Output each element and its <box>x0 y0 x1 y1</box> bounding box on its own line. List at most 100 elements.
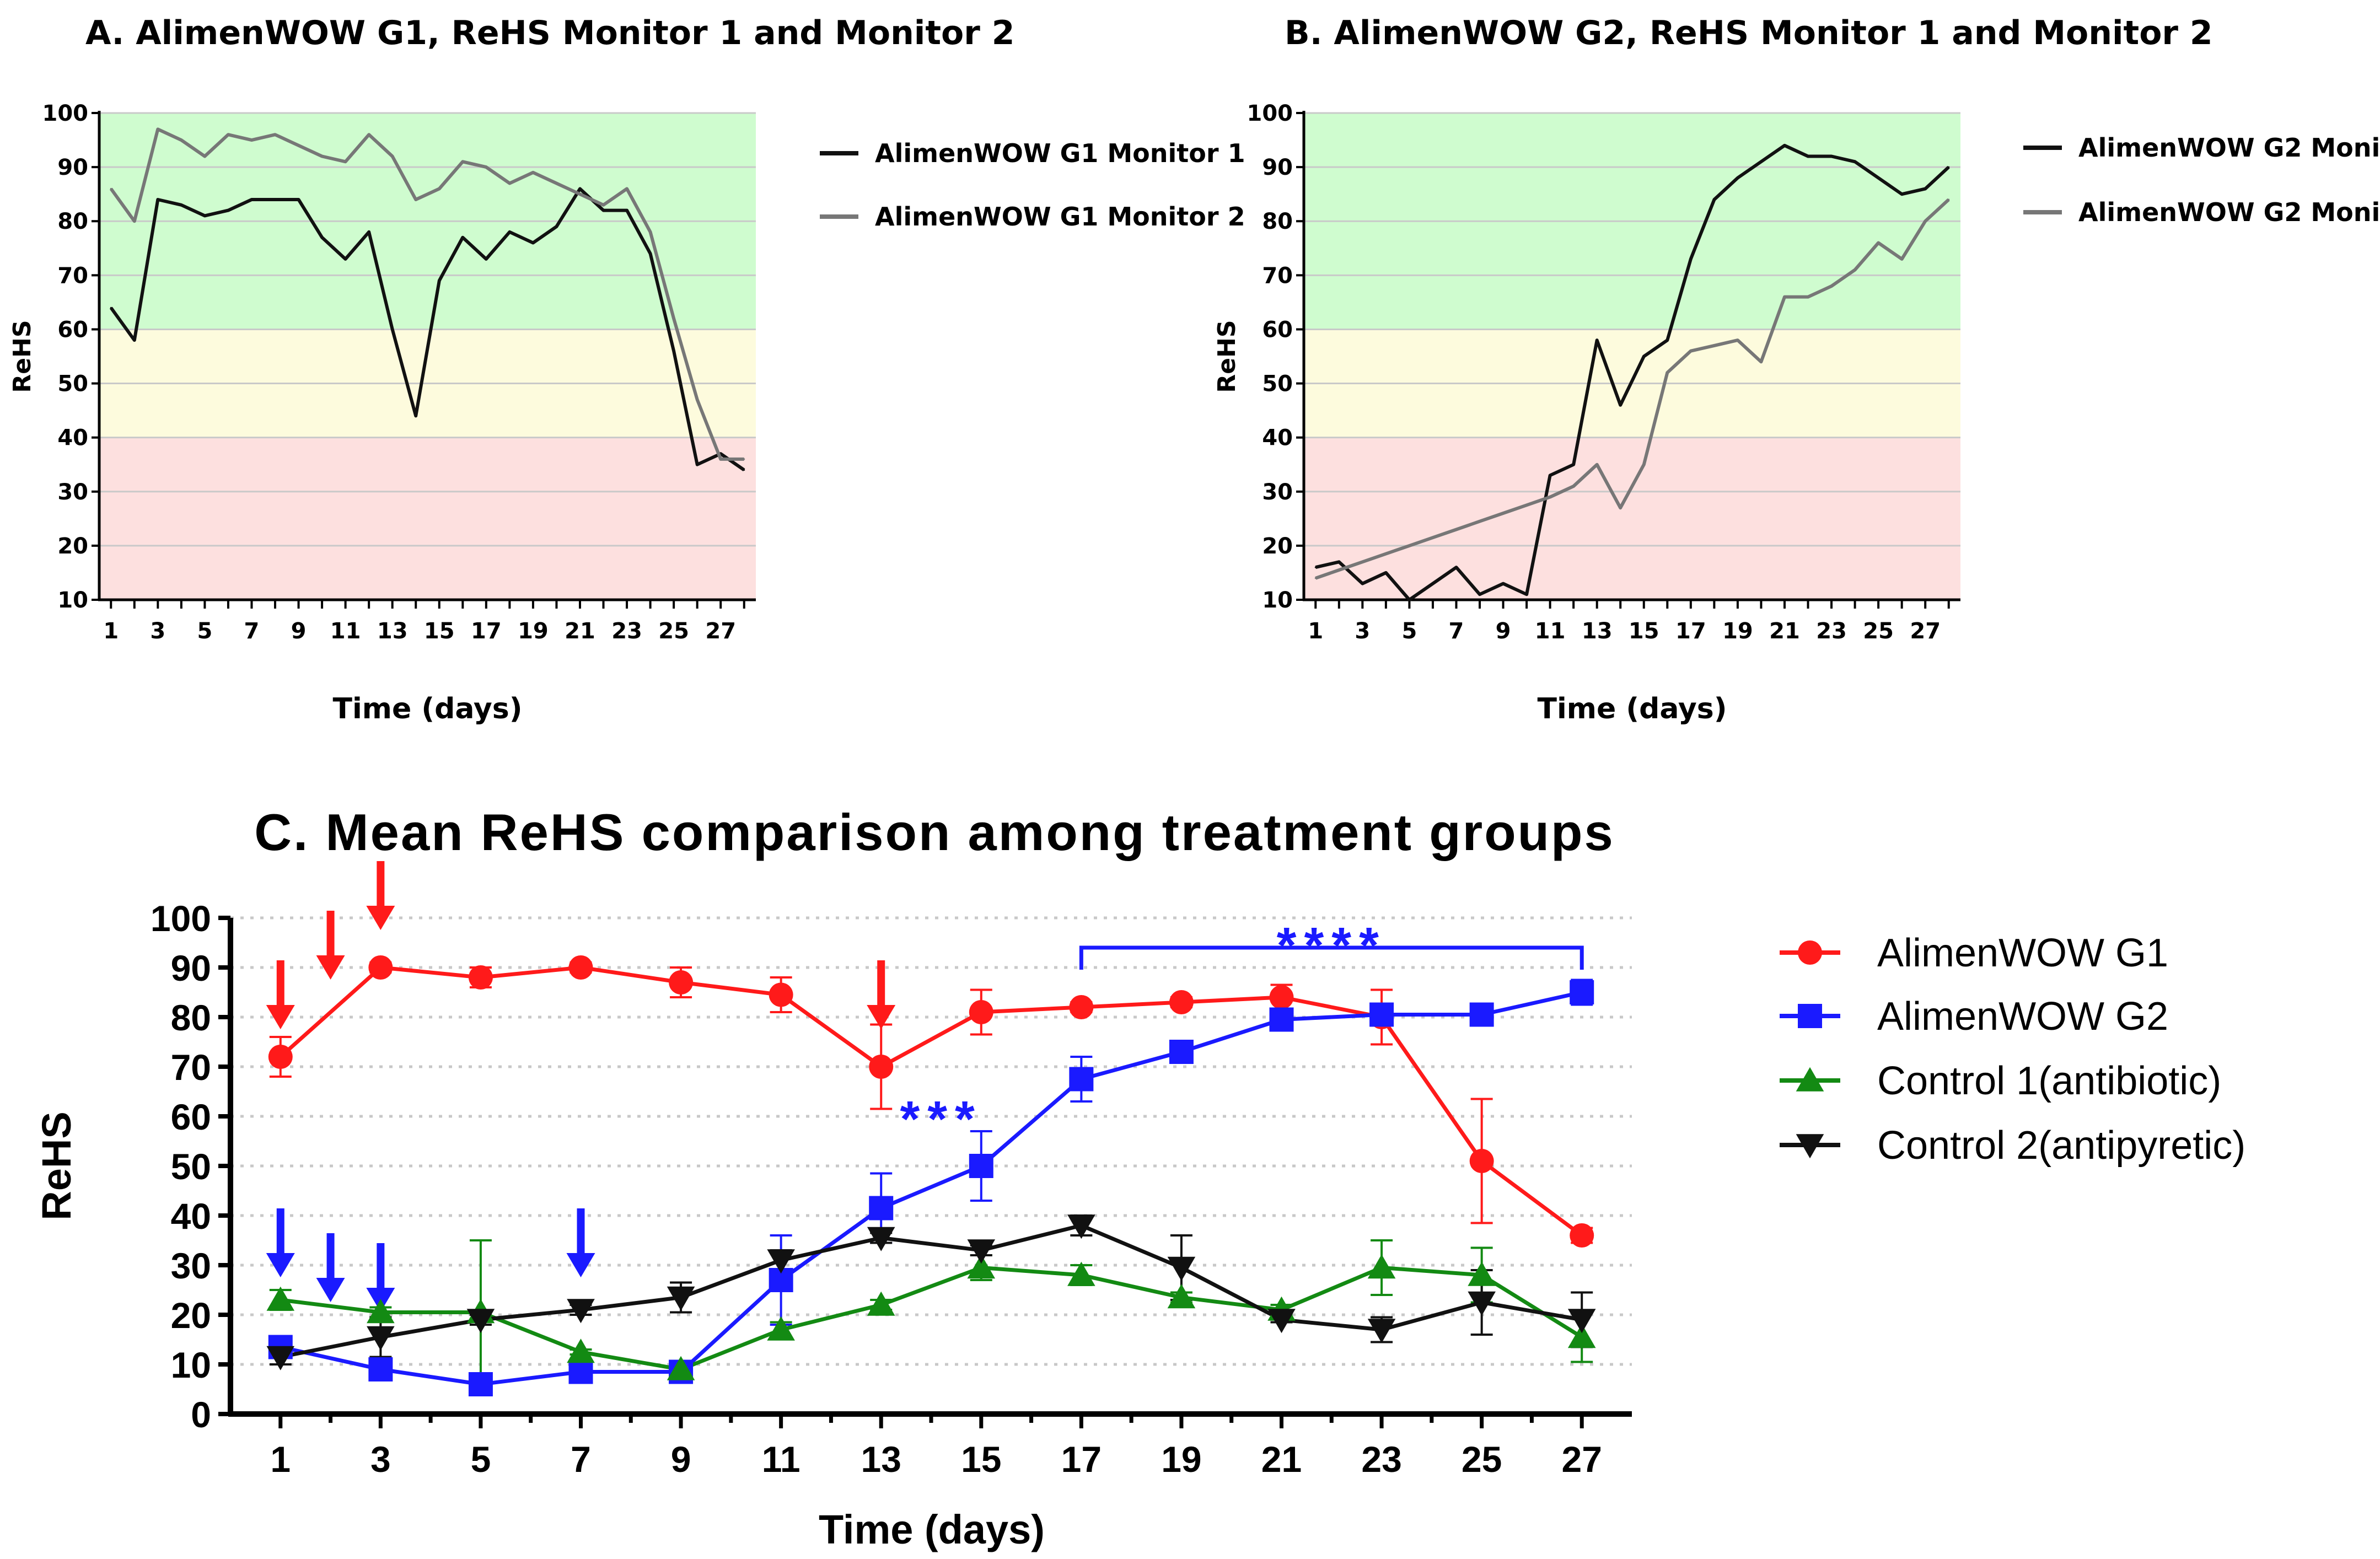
x-axis-title: Time (days) <box>1538 692 1727 725</box>
data-point-s1-day-3 <box>368 955 393 980</box>
data-point-s2-day-14 <box>1619 507 1621 509</box>
data-point-s2-day-25 <box>1877 241 1879 244</box>
data-point-s4-day-19 <box>1167 1256 1196 1281</box>
y-tick-label-60: 60 <box>1262 317 1293 342</box>
data-point-s4-day-23 <box>1367 1319 1396 1343</box>
data-point-s1-day-14 <box>1619 404 1621 406</box>
x-tick-label-21: 21 <box>565 619 595 644</box>
data-point-s1-day-10 <box>1525 593 1528 595</box>
data-point-s1-day-21 <box>1269 985 1294 1009</box>
data-point-s1-day-12 <box>368 231 370 233</box>
zone-band-0 <box>1304 437 1960 600</box>
x-tick-label-9: 9 <box>671 1439 691 1480</box>
data-point-s4-day-13 <box>867 1227 895 1251</box>
series-line-4 <box>280 1223 1582 1359</box>
data-point-s2-day-19 <box>532 171 534 174</box>
data-point-s3-day-7 <box>567 1338 595 1363</box>
data-point-s1-day-21 <box>579 187 581 190</box>
x-tick-label-7: 7 <box>1449 619 1464 644</box>
data-point-s2-day-4 <box>1385 553 1387 555</box>
data-point-s1-day-7 <box>250 198 252 201</box>
y-tick-label-100: 100 <box>42 101 89 126</box>
legend-swatch-marker-2 <box>1798 1004 1822 1028</box>
data-point-s2-day-7 <box>250 139 252 141</box>
data-point-s1-day-19 <box>532 241 534 244</box>
data-point-s2-day-11 <box>1549 496 1551 498</box>
data-point-s2-day-24 <box>649 231 652 233</box>
chart-title: B. AlimenWOW G2, ReHS Monitor 1 and Moni… <box>1285 14 2213 52</box>
dosing-arrow-8 <box>566 1208 595 1277</box>
y-tick-label-90: 90 <box>1262 155 1293 180</box>
y-tick-label-70: 70 <box>57 263 88 288</box>
y-tick-label-70: 70 <box>1262 263 1293 288</box>
y-tick-label-10: 10 <box>171 1345 211 1385</box>
data-point-s2-day-17 <box>1690 350 1692 352</box>
data-point-s2-day-13 <box>391 155 394 157</box>
data-point-s1-day-25 <box>673 350 675 352</box>
x-tick-label-3: 3 <box>1355 619 1370 644</box>
y-tick-label-20: 20 <box>171 1295 211 1336</box>
legend-label-2: AlimenWOW G2 Monitor 2 <box>2078 197 2380 227</box>
x-tick-label-3: 3 <box>150 619 165 644</box>
data-point-s2-day-7 <box>568 1359 593 1384</box>
x-tick-label-1: 1 <box>103 619 119 644</box>
data-point-s1-day-1 <box>110 307 112 309</box>
data-point-s3-day-23 <box>1367 1254 1396 1279</box>
x-tick-label-17: 17 <box>1061 1439 1102 1480</box>
data-point-s1-day-17 <box>1069 995 1094 1019</box>
data-point-s1-day-24 <box>649 252 652 255</box>
x-tick-label-25: 25 <box>1462 1439 1502 1480</box>
dosing-arrow-4 <box>867 960 896 1029</box>
data-point-s2-day-21 <box>579 193 581 195</box>
data-point-s2-day-14 <box>415 198 417 201</box>
data-point-s1-day-27 <box>1570 1223 1594 1248</box>
x-axis-title: Time (days) <box>819 1507 1045 1552</box>
x-tick-label-17: 17 <box>1675 619 1706 644</box>
data-point-s1-day-11 <box>1549 474 1551 476</box>
x-tick-label-25: 25 <box>658 619 689 644</box>
y-tick-label-30: 30 <box>57 480 88 505</box>
x-tick-label-11: 11 <box>330 619 361 644</box>
data-point-s2-day-20 <box>555 182 557 185</box>
y-tick-label-50: 50 <box>57 372 88 397</box>
data-point-s4-day-15 <box>967 1239 996 1264</box>
x-tick-label-25: 25 <box>1863 619 1894 644</box>
data-point-s1-day-17 <box>485 258 487 260</box>
y-axis-title: ReHS <box>1213 320 1241 393</box>
data-point-s4-day-25 <box>1468 1291 1496 1316</box>
data-point-s2-day-23 <box>626 187 628 190</box>
data-point-s2-day-27 <box>1570 980 1594 1004</box>
data-point-s1-day-9 <box>298 198 300 201</box>
chart-title: C. Mean ReHS comparison among treatment … <box>254 803 1614 861</box>
data-point-s3-day-19 <box>1167 1284 1196 1309</box>
legend-label-1: AlimenWOW G1 Monitor 1 <box>875 138 1245 168</box>
data-point-s1-day-15 <box>1643 356 1645 357</box>
data-point-s2-day-25 <box>1469 1002 1494 1027</box>
y-tick-label-50: 50 <box>1262 372 1293 397</box>
x-tick-label-15: 15 <box>961 1439 1001 1480</box>
data-point-s2-day-13 <box>869 1196 894 1221</box>
data-point-s1-day-1 <box>268 1045 293 1069</box>
data-point-s2-day-21 <box>1783 296 1786 298</box>
data-point-s1-day-9 <box>669 970 694 994</box>
x-tick-label-7: 7 <box>571 1439 591 1480</box>
data-point-s2-day-25 <box>673 318 675 320</box>
y-tick-label-100: 100 <box>151 898 211 939</box>
x-tick-label-15: 15 <box>424 619 455 644</box>
data-point-s2-day-3 <box>368 1357 393 1381</box>
data-point-s2-day-28 <box>743 458 745 460</box>
data-point-s2-day-17 <box>1069 1067 1094 1092</box>
data-point-s1-day-4 <box>1385 572 1387 574</box>
y-tick-label-20: 20 <box>57 534 88 559</box>
legend-label-1: AlimenWOW G2 Monitor 1 <box>2078 133 2380 163</box>
data-point-s1-day-17 <box>1690 258 1692 260</box>
data-point-s4-day-9 <box>667 1286 695 1311</box>
data-point-s1-day-23 <box>626 209 628 212</box>
x-tick-label-27: 27 <box>1562 1439 1602 1480</box>
x-tick-label-17: 17 <box>471 619 502 644</box>
data-point-s1-day-16 <box>461 236 464 239</box>
data-point-s2-day-16 <box>461 160 464 163</box>
data-point-s1-day-16 <box>1666 339 1668 341</box>
